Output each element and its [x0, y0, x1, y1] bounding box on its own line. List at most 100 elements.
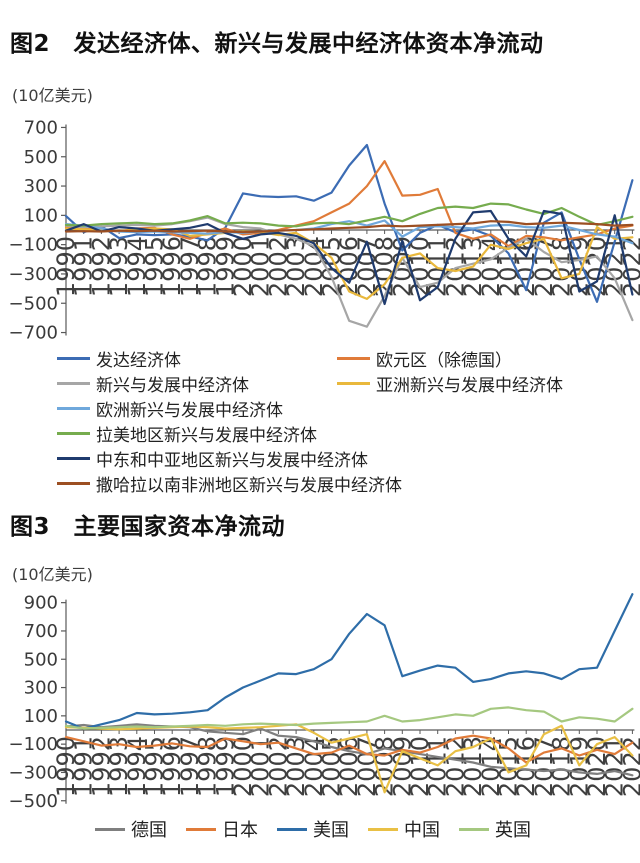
legend-row: 拉美地区新兴与发展中经济体 — [57, 421, 632, 446]
x-tick-label: 2006 — [335, 236, 363, 297]
x-tick-label: 2008 — [371, 736, 399, 797]
x-tick-label: 1991 — [70, 236, 98, 297]
series-line-5 — [64, 202, 634, 228]
series-line-2 — [64, 216, 634, 328]
x-tick-label: 2000 — [229, 736, 257, 797]
x-tick-label: 1996 — [158, 236, 186, 297]
x-axis — [65, 729, 635, 734]
x-tick-label: 2001 — [247, 736, 275, 797]
y-axis: 700 500 300 100 −100 −300 −500 −700 — [9, 117, 67, 344]
x-tick-label: 2010 — [406, 736, 434, 797]
legend-label: 欧洲新兴与发展中经济体 — [96, 401, 283, 421]
legend-row: 发达经济体 欧元区（除德国） — [57, 346, 632, 371]
legend-swatch-united-states — [277, 827, 307, 831]
figure2-title: 图2 发达经济体、新兴与发展中经济体资本净流动 — [10, 31, 544, 57]
figure2-line-chart: 700 500 300 100 −100 −300 −500 −700 199019911992… — [9, 117, 640, 344]
y-tick-label: −300 — [9, 264, 58, 285]
y-tick-label: 300 — [24, 176, 58, 197]
x-tick-label: 2008 — [371, 236, 399, 297]
legend-item-united-states: 美国 — [277, 816, 349, 842]
legend-item-middle-east-central-asia: 中东和中亚地区新兴与发展中经济体 — [57, 446, 368, 471]
legend-item-emerging-europe: 欧洲新兴与发展中经济体 — [57, 396, 283, 421]
legend-label: 德国 — [131, 820, 167, 841]
x-tick-label: 2007 — [353, 236, 381, 297]
y-tick-label: 700 — [24, 117, 58, 138]
y-axis: 900 700 500 300 100 −100 −300 −500 — [9, 593, 67, 812]
x-axis-labels: 1990199119921993199419951996199719981999… — [52, 236, 640, 297]
x-tick-label: 1995 — [141, 236, 169, 297]
series-line-2 — [64, 593, 634, 730]
figure3-line-chart: 900 700 500 300 100 −100 −300 −5001990199119921… — [9, 593, 640, 812]
series-line-1 — [64, 734, 634, 764]
legend-swatch-latin-america — [57, 432, 90, 435]
legend-label: 中东和中亚地区新兴与发展中经济体 — [96, 451, 368, 471]
y-tick-label: 500 — [24, 147, 58, 168]
figure3-title: 图3 主要国家资本净流动 — [10, 514, 286, 540]
legend-item-germany: 德国 — [95, 816, 167, 842]
legend-label: 欧元区（除德国） — [376, 351, 512, 371]
legend-item-euro-area: 欧元区（除德国） — [337, 346, 512, 371]
legend-row: 欧洲新兴与发展中经济体 — [57, 396, 632, 421]
legend-swatch-japan — [186, 827, 216, 831]
x-tick-label: 2009 — [388, 236, 416, 297]
legend-item-emerging-asia: 亚洲新兴与发展中经济体 — [337, 371, 563, 396]
x-tick-label: 1994 — [123, 236, 151, 297]
legend-row: 新兴与发展中经济体 亚洲新兴与发展中经济体 — [57, 371, 632, 396]
x-tick-label: 2003 — [282, 236, 310, 297]
x-tick-label: 1990 — [52, 236, 80, 297]
x-tick-label: 1999 — [211, 736, 239, 797]
legend-item-developed: 发达经济体 — [57, 346, 337, 371]
legend-item-japan: 日本 — [186, 816, 258, 842]
x-tick-label: 1998 — [194, 236, 222, 297]
legend-row: 撒哈拉以南非洲地区新兴与发展中经济体 — [57, 471, 632, 496]
x-tick-label: 2004 — [300, 736, 328, 797]
x-tick-label: 2009 — [388, 736, 416, 797]
x-tick-label: 1992 — [87, 236, 115, 297]
x-axis-labels: 1990199119921993199419951996199719981999… — [52, 736, 640, 797]
legend-swatch-united-kingdom — [459, 827, 489, 831]
series-line-7 — [64, 220, 634, 234]
x-tick-label: 2022 — [618, 736, 640, 797]
legend-swatch-germany — [95, 827, 125, 831]
x-tick-label: 2001 — [247, 236, 275, 297]
x-tick-label: 1997 — [176, 236, 204, 297]
legend-item-latin-america: 拉美地区新兴与发展中经济体 — [57, 421, 317, 446]
legend-label: 美国 — [313, 820, 349, 841]
legend-label: 中国 — [404, 820, 440, 841]
legend-swatch-emerging-asia — [337, 382, 370, 385]
x-tick-label: 1999 — [211, 236, 239, 297]
y-tick-label: −100 — [9, 235, 58, 256]
figure3-unit-label: (10亿美元) — [12, 565, 93, 584]
x-tick-label: 1996 — [158, 736, 186, 797]
y-tick-label: 900 — [24, 593, 58, 614]
y-tick-label: −500 — [9, 293, 58, 314]
x-tick-label: 2012 — [441, 736, 469, 797]
legend-swatch-euro-area — [337, 357, 370, 360]
legend-label: 拉美地区新兴与发展中经济体 — [96, 426, 317, 446]
legend-label: 撒哈拉以南非洲地区新兴与发展中经济体 — [96, 476, 402, 496]
x-tick-label: 1991 — [70, 736, 98, 797]
series-line-4 — [64, 706, 634, 730]
legend-label: 发达经济体 — [96, 351, 181, 371]
legend-swatch-emerging-europe — [57, 407, 90, 410]
legend-item-sub-saharan-africa: 撒哈拉以南非洲地区新兴与发展中经济体 — [57, 471, 402, 496]
legend-swatch-china — [368, 827, 398, 831]
legend-item-united-kingdom: 英国 — [459, 816, 531, 842]
x-tick-label: 2020 — [583, 736, 611, 797]
series-line-3 — [64, 225, 634, 300]
legend-item-china: 中国 — [368, 816, 440, 842]
legend-label: 新兴与发展中经济体 — [96, 376, 249, 396]
y-tick-label: 700 — [24, 621, 58, 642]
y-tick-label: −300 — [9, 762, 58, 783]
legend-swatch-developed — [57, 357, 90, 360]
figure2-unit-label: (10亿美元) — [12, 86, 93, 105]
x-tick-label: 2017 — [530, 736, 558, 797]
x-tick-label: 2018 — [548, 236, 576, 297]
legend-swatch-emerging — [57, 382, 90, 385]
y-tick-label: 500 — [24, 649, 58, 670]
legend-item-emerging: 新兴与发展中经济体 — [57, 371, 337, 396]
series-line-0 — [64, 143, 634, 303]
legend-swatch-sub-saharan-africa — [57, 482, 90, 485]
legend-swatch-middle-east-central-asia — [57, 457, 90, 460]
